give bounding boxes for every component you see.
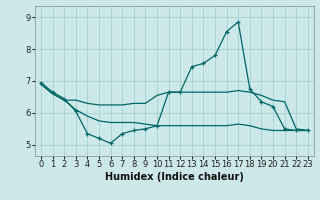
- X-axis label: Humidex (Indice chaleur): Humidex (Indice chaleur): [105, 172, 244, 182]
